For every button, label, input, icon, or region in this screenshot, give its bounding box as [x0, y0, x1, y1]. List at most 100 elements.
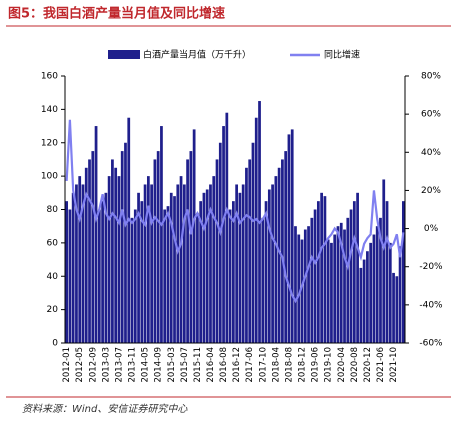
bar	[294, 226, 297, 343]
bar	[388, 242, 392, 343]
x-tick-label: 2013-03	[101, 347, 111, 383]
bar	[251, 142, 255, 343]
x-tick-label: 2018-08	[284, 347, 294, 383]
bar	[107, 176, 111, 343]
bar	[300, 239, 304, 343]
bar	[143, 184, 147, 343]
y2-tick-label: 60%	[421, 110, 441, 120]
x-tick-label: 2014-09	[154, 347, 164, 383]
bar	[307, 226, 310, 343]
bar	[78, 176, 82, 343]
bar	[196, 212, 199, 343]
bar	[248, 159, 252, 343]
legend-label: 同比增速	[324, 49, 360, 61]
x-tick-label: 2015-11	[193, 347, 203, 383]
bar	[356, 192, 359, 343]
x-tick-label: 2015-03	[167, 347, 177, 383]
y-tick-label: 0	[52, 339, 58, 349]
bar	[254, 117, 258, 343]
bar	[349, 209, 353, 343]
bar	[267, 189, 271, 343]
bar	[369, 242, 373, 343]
bar	[212, 176, 216, 343]
bar	[65, 201, 69, 343]
bar	[238, 192, 242, 343]
bar	[215, 159, 219, 343]
bar	[202, 192, 206, 343]
bar	[339, 222, 343, 343]
x-tick-label: 2019-10	[324, 347, 334, 383]
bar	[104, 192, 108, 343]
bar	[94, 126, 98, 343]
bar	[68, 209, 72, 343]
bar	[182, 184, 186, 343]
bar	[326, 239, 330, 343]
x-tick-label: 2012-09	[88, 347, 98, 383]
bar	[362, 259, 366, 343]
x-tick-label: 2012-05	[75, 347, 85, 383]
bar	[84, 167, 88, 343]
x-tick-label: 2016-04	[206, 347, 216, 383]
bar	[117, 176, 121, 343]
legend-label: 白酒产量当月值（万千升）	[143, 49, 251, 61]
bar	[140, 201, 144, 343]
bar	[316, 201, 320, 343]
line	[65, 119, 405, 304]
bar	[310, 217, 314, 343]
x-tick-label: 2012-01	[62, 347, 72, 383]
bar	[130, 217, 134, 343]
bar	[379, 217, 382, 343]
bar	[189, 151, 193, 343]
x-tick-label: 2017-06	[245, 347, 255, 383]
bar	[146, 176, 150, 343]
bar	[395, 276, 399, 343]
bar	[277, 167, 281, 343]
bar	[264, 201, 268, 343]
bar	[271, 184, 274, 343]
y-tick-label: 80	[47, 205, 59, 215]
bar	[303, 229, 307, 343]
bar	[127, 117, 131, 343]
y2-tick-label: 80%	[421, 72, 441, 82]
bar	[101, 201, 104, 343]
bar	[163, 209, 167, 343]
y-tick-label: 120	[41, 138, 58, 148]
x-tick-label: 2019-06	[311, 347, 321, 383]
bar	[359, 267, 363, 343]
x-tick-label: 2013-07	[114, 347, 124, 383]
bar	[366, 251, 369, 343]
bar	[176, 184, 180, 343]
bar	[153, 159, 157, 343]
bar	[124, 142, 127, 343]
bar	[222, 126, 225, 343]
x-tick-label: 2016-08	[219, 347, 229, 383]
bar	[137, 192, 140, 343]
bar	[75, 184, 78, 343]
bar	[401, 201, 405, 343]
bar	[166, 206, 170, 343]
bar	[392, 272, 395, 343]
bar	[330, 242, 333, 343]
x-tick-label: 2021-06	[376, 347, 386, 383]
bar	[192, 129, 196, 343]
legend-swatch	[108, 50, 140, 59]
x-tick-label: 2020-08	[350, 347, 360, 383]
bar	[169, 192, 173, 343]
bar	[173, 196, 176, 343]
y-tick-label: 100	[41, 172, 58, 182]
bar	[333, 234, 337, 343]
bar	[320, 192, 324, 343]
bar	[179, 176, 183, 343]
bar	[218, 142, 222, 343]
y2-tick-label: 20%	[421, 186, 441, 196]
bar	[91, 151, 95, 343]
bar	[160, 126, 163, 343]
bar	[235, 184, 239, 343]
bar	[97, 209, 101, 343]
bar	[382, 179, 386, 343]
bar	[71, 192, 75, 343]
y-tick-label: 20	[47, 305, 59, 315]
bar	[205, 189, 209, 343]
bar	[313, 209, 317, 343]
